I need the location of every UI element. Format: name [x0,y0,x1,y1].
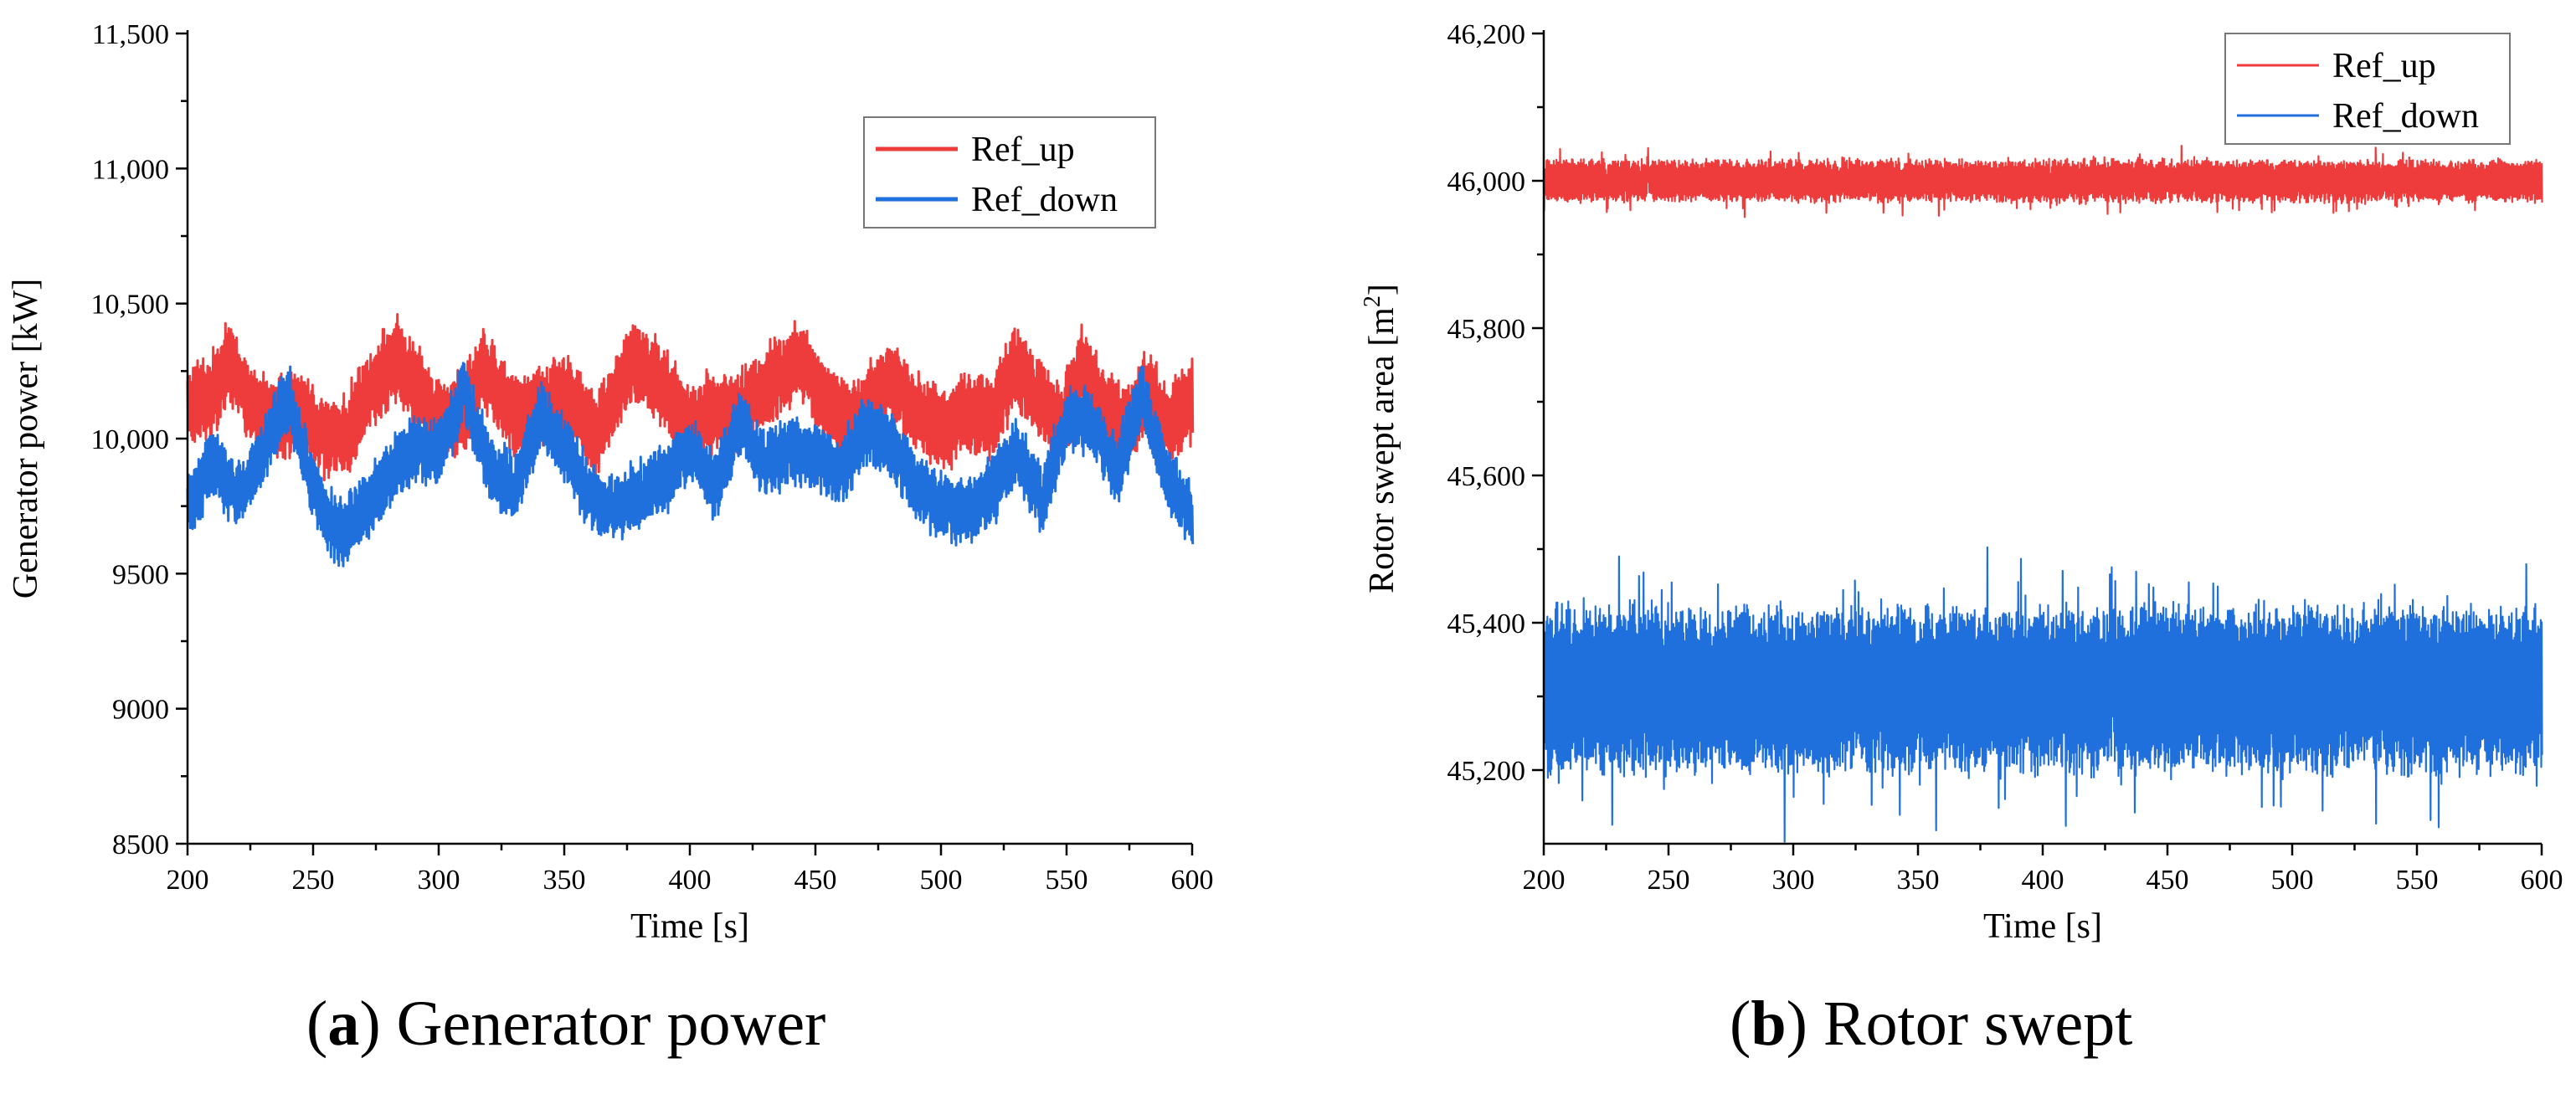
series-ref-down [186,362,1195,568]
series-ref-up [1542,145,2543,218]
legend-box [863,116,1156,229]
x-axis-title: Time [s] [1983,907,2102,946]
legend-label-ref-up: Ref_up [971,131,1075,169]
y-tick-label: 45,600 [1447,461,1526,492]
x-tick-label: 300 [1772,865,1815,896]
y-tick-label: 11,000 [92,154,169,185]
y-tick-label: 11,500 [92,19,169,50]
y-tick-label: 10,500 [91,290,170,321]
x-tick-label: 400 [669,865,712,896]
x-axis-title: Time [s] [630,907,749,946]
y-tick-label: 9000 [112,695,169,726]
chart-a-axes: 200 250 300 350 400 450 500 550 600 8500 9000 9500 1… [7,19,1214,946]
series-ref-down [1542,546,2543,843]
caption-a-text: Generator power [396,989,826,1059]
x-tick-label: 400 [2022,865,2064,896]
y-axis-title: Generator power [kW] [7,279,45,598]
y-tick-label: 9500 [112,559,169,590]
x-tick-label: 550 [2396,865,2439,896]
caption-b-text: Rotor swept [1823,989,2133,1059]
x-tick-label: 600 [1171,865,1214,896]
x-tick-label: 450 [794,865,837,896]
chart-b-series-layer [1542,145,2543,843]
x-tick-label: 450 [2147,865,2189,896]
legend-label-ref-up: Ref_up [2332,47,2436,85]
x-tick-label: 250 [1648,865,1690,896]
chart-generator-power: 200 250 300 350 400 450 500 550 600 8500 9000 9500 1… [7,19,1214,946]
x-tick-label: 350 [1897,865,1940,896]
legend-box [2224,33,2511,145]
chart-rotor-swept: 200 250 300 350 400 450 500 550 600 45,200 45,400 4… [1360,19,2563,946]
x-tick-label: 550 [1046,865,1088,896]
x-tick-label: 200 [1523,865,1566,896]
y-tick-label: 45,800 [1447,314,1526,345]
x-tick-label: 300 [418,865,460,896]
chart-b-legend: Ref_up Ref_down [2224,33,2511,145]
caption-b: (b) Rotor swept [1730,989,2133,1059]
y-tick-label: 46,200 [1447,19,1526,50]
x-tick-label: 500 [920,865,963,896]
caption-a: (a) Generator power [306,989,826,1059]
chart-a-series-layer [186,313,1195,568]
y-tick-label: 45,400 [1447,609,1526,639]
legend-label-ref-down: Ref_down [2332,97,2479,136]
x-tick-label: 200 [167,865,209,896]
caption-a-letter: a [327,989,360,1059]
x-tick-label: 250 [292,865,335,896]
y-axis-title: Rotor swept area [m2] [1360,284,1401,593]
x-tick-label: 600 [2521,865,2563,896]
legend-label-ref-down: Ref_down [971,181,1118,219]
y-tick-label: 8500 [112,829,169,860]
chart-a-legend: Ref_up Ref_down [863,116,1156,229]
chart-b-axes: 200 250 300 350 400 450 500 550 600 45,200 45,400 4… [1360,19,2563,946]
x-tick-label: 350 [543,865,586,896]
y-tick-label: 10,000 [91,424,170,455]
y-tick-label: 45,200 [1447,756,1526,787]
caption-b-letter: b [1751,989,1787,1059]
x-tick-label: 500 [2271,865,2314,896]
y-tick-label: 46,000 [1447,167,1526,198]
